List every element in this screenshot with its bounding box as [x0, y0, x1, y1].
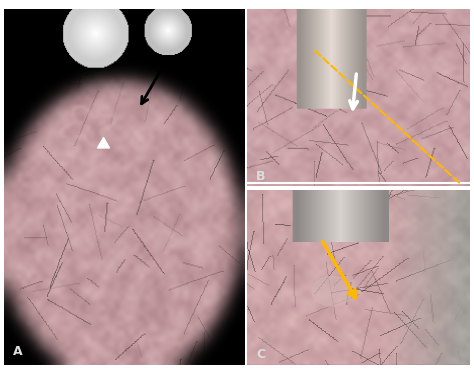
- Text: B: B: [256, 170, 266, 183]
- Text: A: A: [13, 345, 23, 358]
- Text: C: C: [256, 348, 265, 361]
- Ellipse shape: [312, 276, 352, 306]
